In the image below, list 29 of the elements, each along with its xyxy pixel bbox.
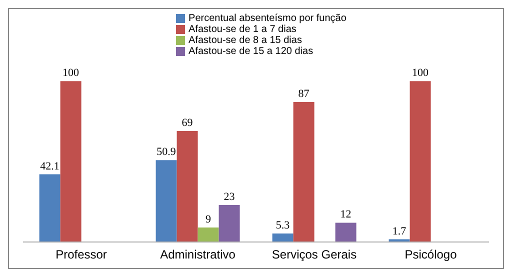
data-label: 100 [412, 67, 430, 80]
data-label: 50.9 [156, 146, 176, 158]
legend-label: Afastou-se de 8 a 15 dias [188, 35, 302, 46]
data-label: 100 [62, 67, 80, 80]
data-label: 9 [206, 214, 212, 226]
data-label: 12 [340, 208, 352, 221]
bar [60, 81, 82, 242]
x-tick-label: Serviços Gerais [272, 248, 357, 262]
bar [39, 174, 60, 242]
bar [410, 81, 431, 242]
bar [176, 131, 198, 242]
data-label: 5.3 [276, 219, 290, 232]
data-label: 69 [182, 117, 194, 129]
bar [272, 233, 294, 242]
data-label: 23 [224, 191, 236, 203]
data-label: 1.7 [392, 225, 407, 238]
bar [218, 205, 240, 242]
bar [156, 160, 177, 242]
legend-label: Afastou-se de 15 a 120 dias [188, 46, 314, 57]
x-tick-label: Professor [56, 248, 107, 262]
x-tick-label: Administrativo [160, 248, 236, 262]
bar [293, 102, 314, 242]
x-tick-label: Psicólogo [404, 248, 458, 262]
bar [198, 228, 219, 242]
legend-label: Percentual absenteísmo por função [188, 13, 346, 24]
bar [335, 222, 356, 242]
data-label: 42.1 [40, 160, 60, 172]
data-label: 87 [298, 88, 310, 100]
legend-label: Afastou-se de 1 a 7 dias [188, 24, 296, 35]
